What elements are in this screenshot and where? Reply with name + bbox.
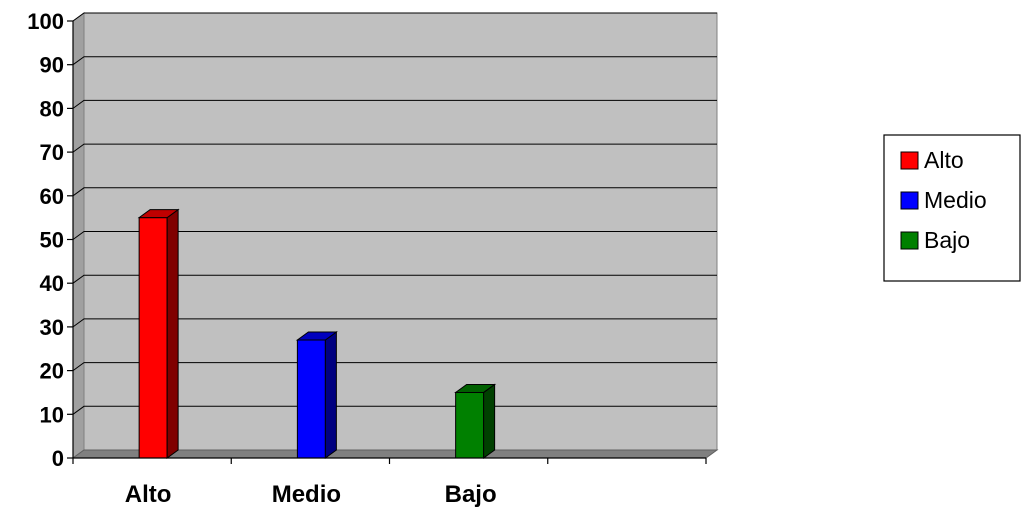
gridline bbox=[72, 405, 717, 415]
bar-side bbox=[166, 208, 179, 459]
y-tick-label: 30 bbox=[40, 315, 64, 340]
bar-side bbox=[483, 383, 496, 459]
x-category-label: Medio bbox=[272, 481, 341, 508]
gridline bbox=[72, 274, 717, 284]
y-tick-label: 50 bbox=[40, 228, 64, 253]
y-axis: 0 10 20 30 40 50 60 70 80 90 100 bbox=[27, 9, 74, 471]
legend-label: Alto bbox=[924, 147, 964, 173]
bar-top bbox=[454, 383, 497, 393]
x-axis: Alto Medio Bajo bbox=[72, 457, 707, 508]
y-tick-label: 90 bbox=[40, 53, 64, 78]
bar-bajo[interactable] bbox=[454, 383, 497, 459]
bar-front bbox=[455, 391, 485, 459]
gridline bbox=[72, 143, 717, 153]
bars bbox=[137, 208, 497, 459]
y-tick-label: 40 bbox=[40, 271, 64, 296]
y-tick-label: 80 bbox=[40, 96, 64, 121]
legend-item-medio[interactable]: Medio bbox=[900, 187, 987, 213]
legend-swatch bbox=[900, 231, 919, 250]
legend-item-bajo[interactable]: Bajo bbox=[900, 227, 970, 253]
gridline bbox=[72, 56, 717, 66]
bar-front bbox=[296, 339, 326, 459]
x-category-label: Alto bbox=[125, 481, 172, 508]
y-tick-label: 100 bbox=[27, 9, 64, 34]
gridline bbox=[72, 12, 717, 22]
bar-alto[interactable] bbox=[137, 208, 180, 459]
bar-front bbox=[138, 217, 168, 459]
bar-top bbox=[295, 331, 338, 341]
legend-item-alto[interactable]: Alto bbox=[900, 147, 964, 173]
x-category-label: Bajo bbox=[445, 481, 497, 508]
bar-side bbox=[324, 331, 337, 459]
bar-medio[interactable] bbox=[295, 331, 338, 459]
y-tick-label: 20 bbox=[40, 359, 64, 384]
gridline bbox=[72, 187, 717, 197]
legend-swatch bbox=[900, 191, 919, 210]
gridline bbox=[72, 99, 717, 109]
y-tick-label: 70 bbox=[40, 140, 64, 165]
y-tick-label: 60 bbox=[40, 184, 64, 209]
y-tick-label: 0 bbox=[52, 446, 64, 471]
bar-top bbox=[137, 209, 180, 219]
legend-label: Bajo bbox=[924, 227, 970, 253]
legend[interactable]: Alto Medio Bajo bbox=[883, 134, 1021, 282]
gridline bbox=[72, 318, 717, 328]
y-tick-label: 10 bbox=[40, 402, 64, 427]
plot-area bbox=[71, 12, 719, 459]
legend-label: Medio bbox=[924, 187, 987, 213]
legend-swatch bbox=[900, 151, 919, 170]
gridline bbox=[72, 231, 717, 240]
gridline bbox=[72, 362, 717, 372]
